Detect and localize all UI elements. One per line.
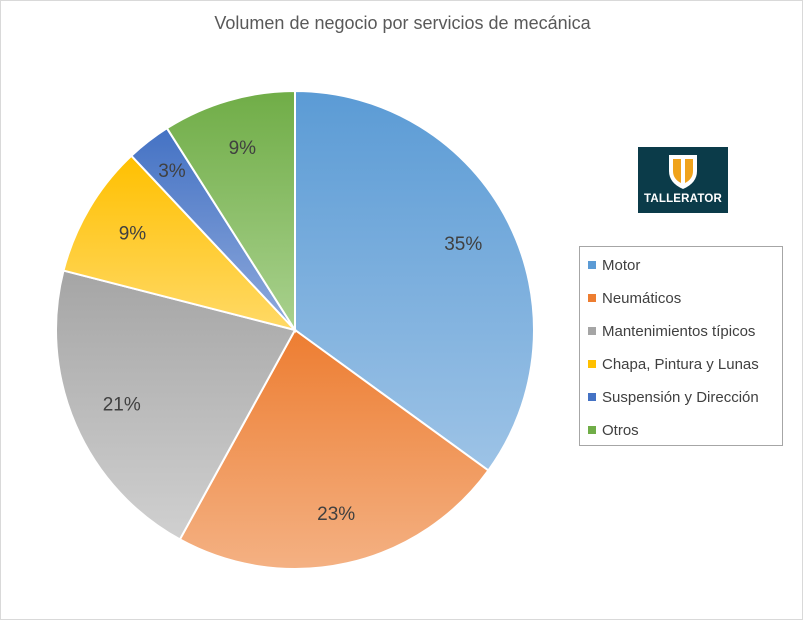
logo-text: TALLERATOR [643,193,723,205]
legend-swatch [588,393,596,401]
legend-item-5: Suspensión y Dirección [588,387,759,407]
legend-item-4: Chapa, Pintura y Lunas [588,354,759,374]
data-label-4: 9% [119,223,147,244]
legend-item-2: Neumáticos [588,288,681,308]
data-label-1: 35% [444,234,482,255]
legend-swatch [588,294,596,302]
legend-swatch [588,360,596,368]
pie-slice-4 [62,154,299,332]
legend-label: Otros [602,421,639,439]
data-label-5: 3% [158,161,186,182]
legend-label: Suspensión y Dirección [602,388,759,406]
legend: Motor Neumáticos Mantenimientos típicos Cha… [579,246,783,446]
data-label-3: 21% [103,394,141,415]
pie-slice-2 [178,328,490,570]
pie-slice-1 [294,89,535,472]
tallerator-logo: TALLERATOR [638,147,728,213]
legend-swatch [588,261,596,269]
legend-swatch [588,327,596,335]
legend-label: Chapa, Pintura y Lunas [602,355,759,373]
pie-slice-3 [55,269,297,541]
data-label-6: 9% [229,138,257,159]
legend-item-3: Mantenimientos típicos [588,321,755,341]
legend-label: Motor [602,256,641,274]
tallerator-shield-icon [669,155,697,189]
legend-item-1: Motor [588,255,640,275]
legend-label: Mantenimientos típicos [602,322,756,340]
data-label-2: 23% [317,504,355,525]
legend-item-6: Otros [588,420,639,440]
legend-swatch [588,426,596,434]
pie-slice-6 [165,89,296,334]
chart-title: Volumen de negocio por servicios de mecá… [214,13,591,33]
legend-label: Neumáticos [602,289,682,307]
